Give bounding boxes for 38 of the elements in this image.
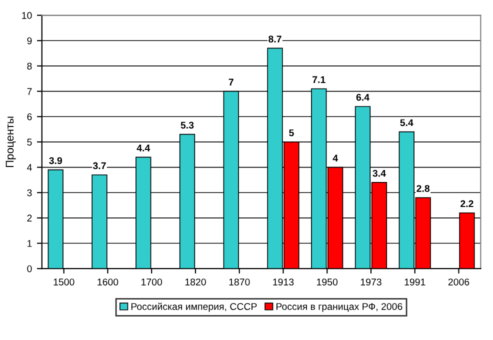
data-label: 4.4 — [136, 144, 150, 152]
data-label: 7.1 — [312, 76, 326, 83]
data-label: 8.7 — [268, 36, 282, 43]
x-tick-label: 1820 — [185, 278, 206, 286]
x-tick-label: 1991 — [404, 278, 426, 286]
x-tick-label: 1973 — [360, 278, 382, 286]
data-label: 3.9 — [49, 157, 62, 164]
x-tick-label: 2006 — [448, 278, 470, 286]
data-label: 3.7 — [92, 162, 106, 170]
y-tick-label: 6 — [27, 113, 32, 120]
x-tick-label: 1700 — [142, 278, 162, 286]
data-label: 7 — [228, 78, 234, 86]
data-label: 6.4 — [356, 94, 370, 101]
x-tick-label: 1870 — [229, 278, 250, 286]
data-label: 4 — [332, 154, 338, 162]
y-tick-label: 8 — [27, 62, 32, 70]
data-label: 3.4 — [372, 170, 386, 177]
x-tick-label: 1913 — [273, 278, 294, 286]
y-tick-label: 10 — [22, 12, 32, 19]
y-tick-label: 7 — [27, 88, 32, 95]
x-tick-label: 1500 — [54, 278, 74, 286]
data-label: 2.2 — [460, 200, 474, 208]
legend-label: Россия в границах РФ, 2006 — [276, 303, 402, 312]
y-tick-label: 9 — [27, 37, 32, 44]
x-tick-label: 1950 — [317, 278, 338, 286]
data-label: 5 — [289, 129, 294, 136]
legend-label: Российская империя, СССР — [131, 302, 257, 312]
y-tick-label: 5 — [27, 138, 32, 146]
y-tick-label: 2 — [27, 214, 32, 222]
y-tick-label: 1 — [28, 240, 32, 247]
y-axis-title: Проценты — [6, 116, 16, 168]
y-tick-label: 3 — [27, 189, 32, 196]
x-tick-label: 1600 — [98, 278, 118, 286]
y-tick-label: 0 — [27, 265, 32, 272]
data-label: 2.8 — [416, 185, 430, 192]
data-label: 5.3 — [180, 122, 194, 129]
y-tick-label: 4 — [27, 164, 32, 171]
data-label: 5.4 — [400, 119, 414, 126]
